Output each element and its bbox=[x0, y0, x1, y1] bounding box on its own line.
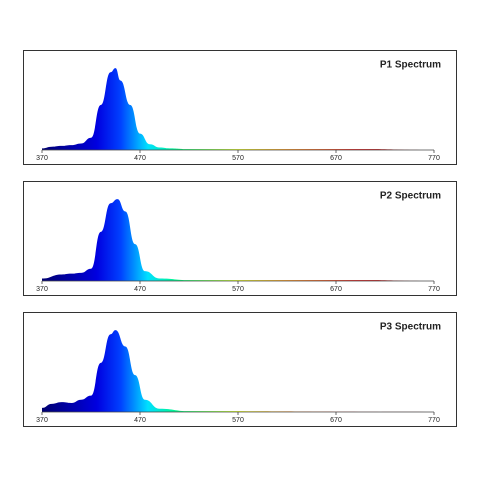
spectrum-area bbox=[42, 68, 434, 150]
x-tick-label: 370 bbox=[36, 417, 48, 424]
x-tick-label: 670 bbox=[330, 417, 342, 424]
chart-title: P1 Spectrum bbox=[380, 60, 441, 71]
x-tick-label: 470 bbox=[134, 417, 146, 424]
x-tick-label: 770 bbox=[428, 417, 440, 424]
spectrum-area bbox=[42, 330, 434, 412]
x-tick-label: 470 bbox=[134, 286, 146, 293]
x-tick-label: 370 bbox=[36, 286, 48, 293]
x-tick-label: 470 bbox=[134, 155, 146, 162]
panel bbox=[23, 312, 457, 427]
x-tick-label: 570 bbox=[232, 155, 244, 162]
x-tick-label: 770 bbox=[428, 286, 440, 293]
chart-title: P3 Spectrum bbox=[380, 322, 441, 333]
x-tick-label: 570 bbox=[232, 417, 244, 424]
x-tick-label: 670 bbox=[330, 286, 342, 293]
x-tick-label: 370 bbox=[36, 155, 48, 162]
x-tick-label: 670 bbox=[330, 155, 342, 162]
x-tick-label: 570 bbox=[232, 286, 244, 293]
spectrum-area bbox=[42, 199, 434, 281]
chart-title: P2 Spectrum bbox=[380, 191, 441, 202]
x-tick-label: 770 bbox=[428, 155, 440, 162]
